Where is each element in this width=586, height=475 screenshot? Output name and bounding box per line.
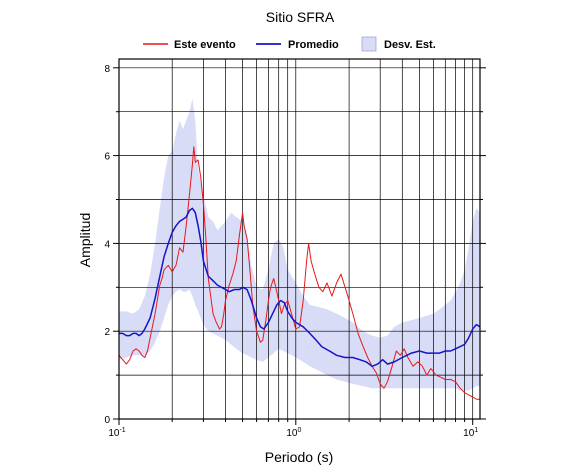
legend-label-mean: Promedio <box>288 39 339 51</box>
std-band <box>119 98 480 391</box>
legend: Este evento Promedio Desv. Est. <box>143 36 436 52</box>
legend-swatch-band <box>361 36 377 52</box>
series-layer <box>118 146 481 400</box>
y-tick-label: 4 <box>104 239 110 250</box>
series-line-event <box>118 146 480 400</box>
legend-label-band: Desv. Est. <box>384 39 436 51</box>
y-tick-label: 8 <box>104 64 110 75</box>
chart-title: Sitio SFRA <box>266 9 335 25</box>
x-tick-label: 100 <box>286 427 301 439</box>
std-band-layer <box>119 98 480 391</box>
plot-frame <box>118 58 481 420</box>
legend-label-event: Este evento <box>174 39 236 51</box>
x-tick-label: 101 <box>463 427 478 439</box>
grid-layer <box>119 59 480 419</box>
y-tick-label: 2 <box>104 327 110 338</box>
x-tick-label: 10-1 <box>108 427 125 439</box>
y-tick-label: 0 <box>104 415 110 426</box>
series-line-mean <box>119 207 481 368</box>
y-tick-label: 6 <box>104 152 110 163</box>
axis-layer: 10-1 100 101 0 2 4 6 8 <box>104 58 486 439</box>
x-axis-label: Periodo (s) <box>265 449 333 465</box>
y-axis-label: Amplitud <box>77 213 93 267</box>
